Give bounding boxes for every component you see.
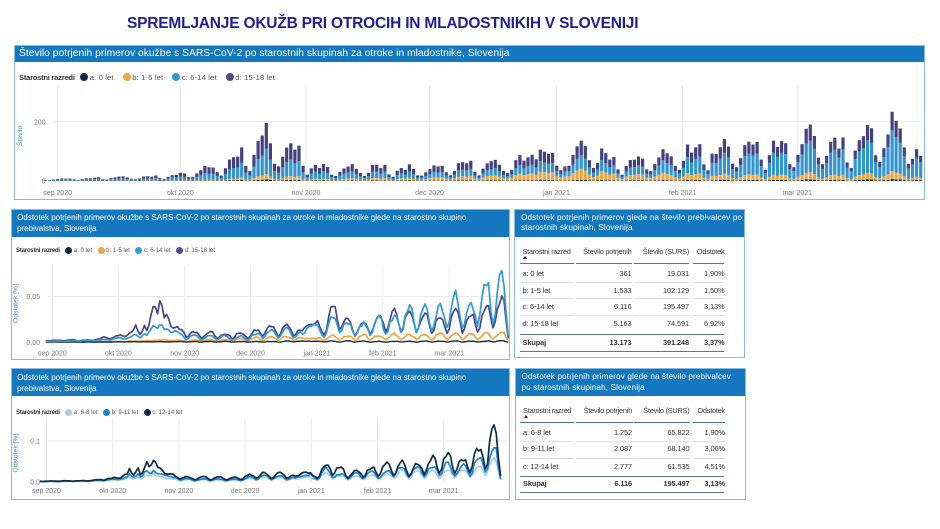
svg-text:mar 2021: mar 2021 [783, 190, 813, 197]
svg-text:Število: Število [15, 126, 24, 147]
svg-text:jan 2021: jan 2021 [542, 190, 570, 197]
svg-text:jan 2021: jan 2021 [297, 488, 325, 495]
svg-text:okt 2020: okt 2020 [99, 488, 126, 495]
svg-text:sep 2020: sep 2020 [43, 190, 72, 197]
svg-text:sep 2020: sep 2020 [32, 488, 61, 495]
svg-text:okt 2020: okt 2020 [167, 190, 194, 197]
svg-text:feb 2021: feb 2021 [669, 190, 696, 197]
svg-text:dec 2020: dec 2020 [231, 488, 260, 495]
svg-text:sep 2020: sep 2020 [38, 350, 67, 357]
svg-text:0,0: 0,0 [30, 480, 40, 487]
svg-text:0,05: 0,05 [26, 294, 40, 301]
svg-text:okt 2020: okt 2020 [105, 350, 132, 357]
svg-text:mar 2021: mar 2021 [429, 488, 459, 495]
svg-text:200: 200 [34, 119, 46, 126]
svg-text:mar 2021: mar 2021 [434, 350, 464, 357]
svg-text:dec 2020: dec 2020 [415, 190, 444, 197]
svg-text:Odstotek [%]: Odstotek [%] [12, 283, 19, 322]
svg-text:jan 2021: jan 2021 [302, 350, 330, 357]
svg-text:0,00: 0,00 [26, 340, 40, 347]
svg-text:feb 2021: feb 2021 [364, 488, 391, 495]
svg-text:0,1: 0,1 [30, 439, 40, 446]
svg-text:Odstotek [%]: Odstotek [%] [12, 433, 19, 472]
svg-text:nov 2020: nov 2020 [170, 350, 199, 357]
svg-text:dec 2020: dec 2020 [236, 350, 265, 357]
svg-text:feb 2021: feb 2021 [369, 350, 396, 357]
svg-text:0: 0 [42, 179, 46, 186]
svg-text:nov 2020: nov 2020 [164, 488, 193, 495]
svg-text:nov 2020: nov 2020 [292, 190, 321, 197]
